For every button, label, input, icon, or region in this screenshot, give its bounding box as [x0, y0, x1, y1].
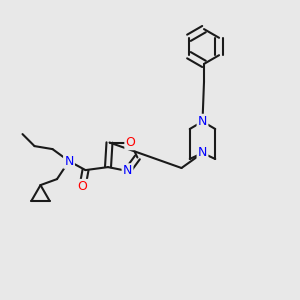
Text: O: O — [78, 180, 87, 193]
Text: N: N — [64, 154, 74, 168]
Text: N: N — [123, 164, 132, 178]
Text: O: O — [126, 136, 135, 149]
Text: N: N — [198, 146, 207, 160]
Text: N: N — [198, 115, 207, 128]
